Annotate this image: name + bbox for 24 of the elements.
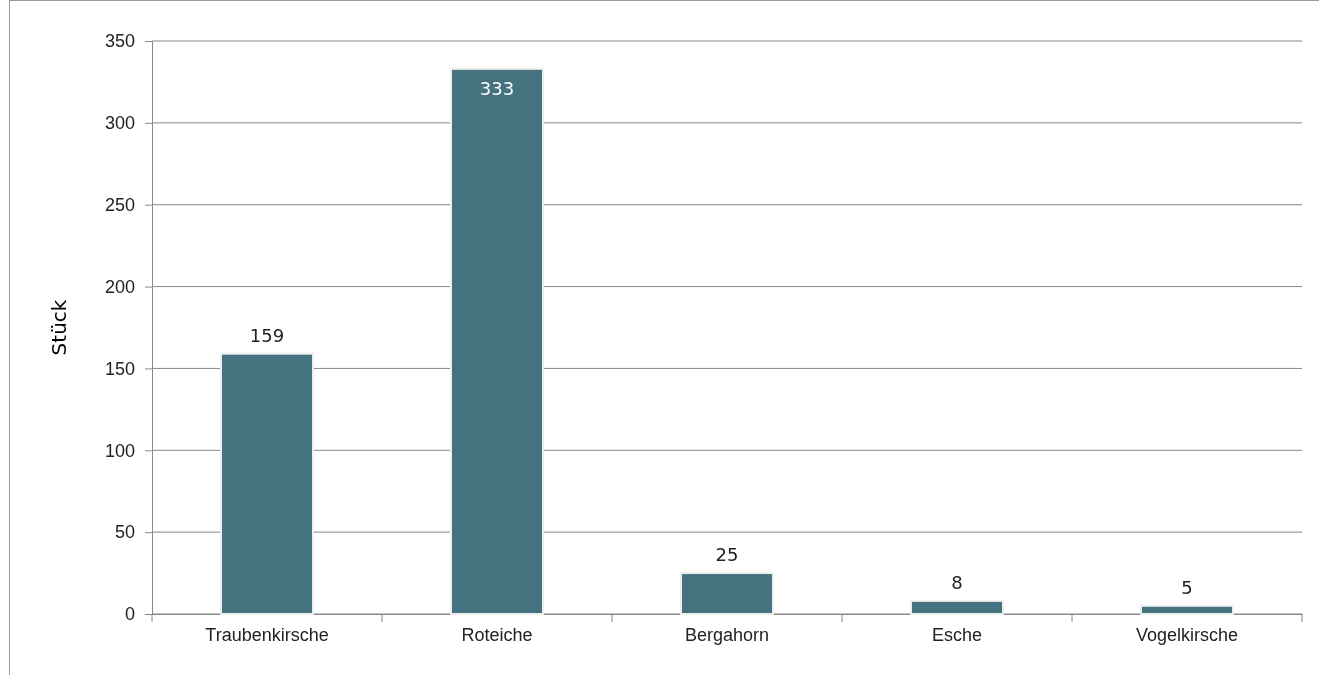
x-tick-label: Traubenkirsche — [205, 624, 329, 645]
x-tick-label: Esche — [931, 624, 983, 645]
bar — [220, 352, 314, 615]
bar — [1140, 604, 1234, 615]
y-tick-label: 200 — [104, 276, 135, 297]
bar — [680, 572, 774, 615]
y-tick-label: 300 — [104, 113, 135, 134]
x-tick-label: Bergahorn — [684, 624, 770, 645]
data-label: 5 — [1181, 576, 1193, 598]
y-tick-label: 0 — [124, 604, 135, 625]
bar — [450, 67, 544, 615]
y-tick-label: 250 — [104, 194, 135, 215]
y-tick-label: 350 — [104, 31, 135, 52]
y-tick-label: 100 — [104, 440, 135, 461]
bar — [910, 599, 1004, 615]
x-tick-label: Vogelkirsche — [1135, 624, 1239, 645]
data-label: 333 — [479, 77, 515, 99]
y-axis-title: Stück — [47, 299, 71, 356]
y-tick-label: 150 — [104, 358, 135, 379]
data-label: 25 — [715, 544, 739, 566]
x-tick-label: Roteiche — [461, 624, 533, 645]
data-label: 159 — [249, 324, 285, 346]
y-tick-label: 50 — [114, 522, 135, 543]
data-label: 8 — [951, 571, 963, 593]
